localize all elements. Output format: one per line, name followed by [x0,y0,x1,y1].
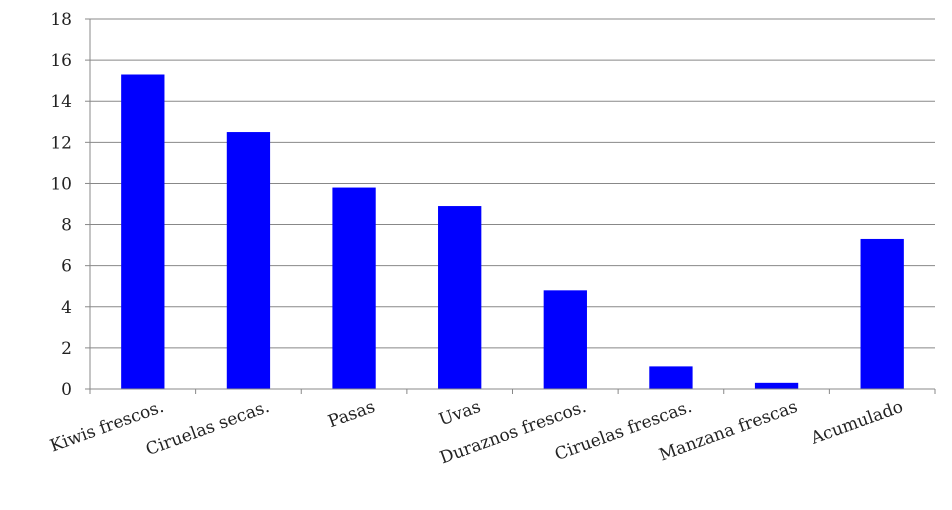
bar [649,366,693,389]
x-axis-category-labels: Kiwis frescos.Ciruelas secas. Pasas UvasDu… [48,397,906,469]
x-category-label: Uvas [436,397,483,430]
bars [121,74,904,390]
gridlines [85,18,935,390]
bar [438,206,482,389]
y-tick-label: 18 [50,10,72,30]
bar [754,382,799,389]
y-axis-tick-labels: 0 2 4 6 8 10 12 14 16 18 [50,10,72,400]
bar [543,290,587,389]
y-tick-label: 6 [61,257,72,277]
y-tick-label: 8 [61,216,72,236]
axes [89,19,936,394]
y-tick-label: 2 [61,339,72,359]
bar [860,238,904,389]
x-category-label: Acumulado [807,397,905,449]
y-tick-label: 16 [50,51,72,71]
y-tick-label: 4 [61,298,72,318]
bar [226,132,271,390]
x-category-label: Pasas [325,397,377,432]
y-tick-label: 10 [50,174,72,194]
bar [332,187,376,389]
bar [121,74,165,389]
y-tick-label: 12 [50,133,72,153]
y-tick-label: 14 [50,92,72,112]
y-tick-label: 0 [61,380,72,400]
